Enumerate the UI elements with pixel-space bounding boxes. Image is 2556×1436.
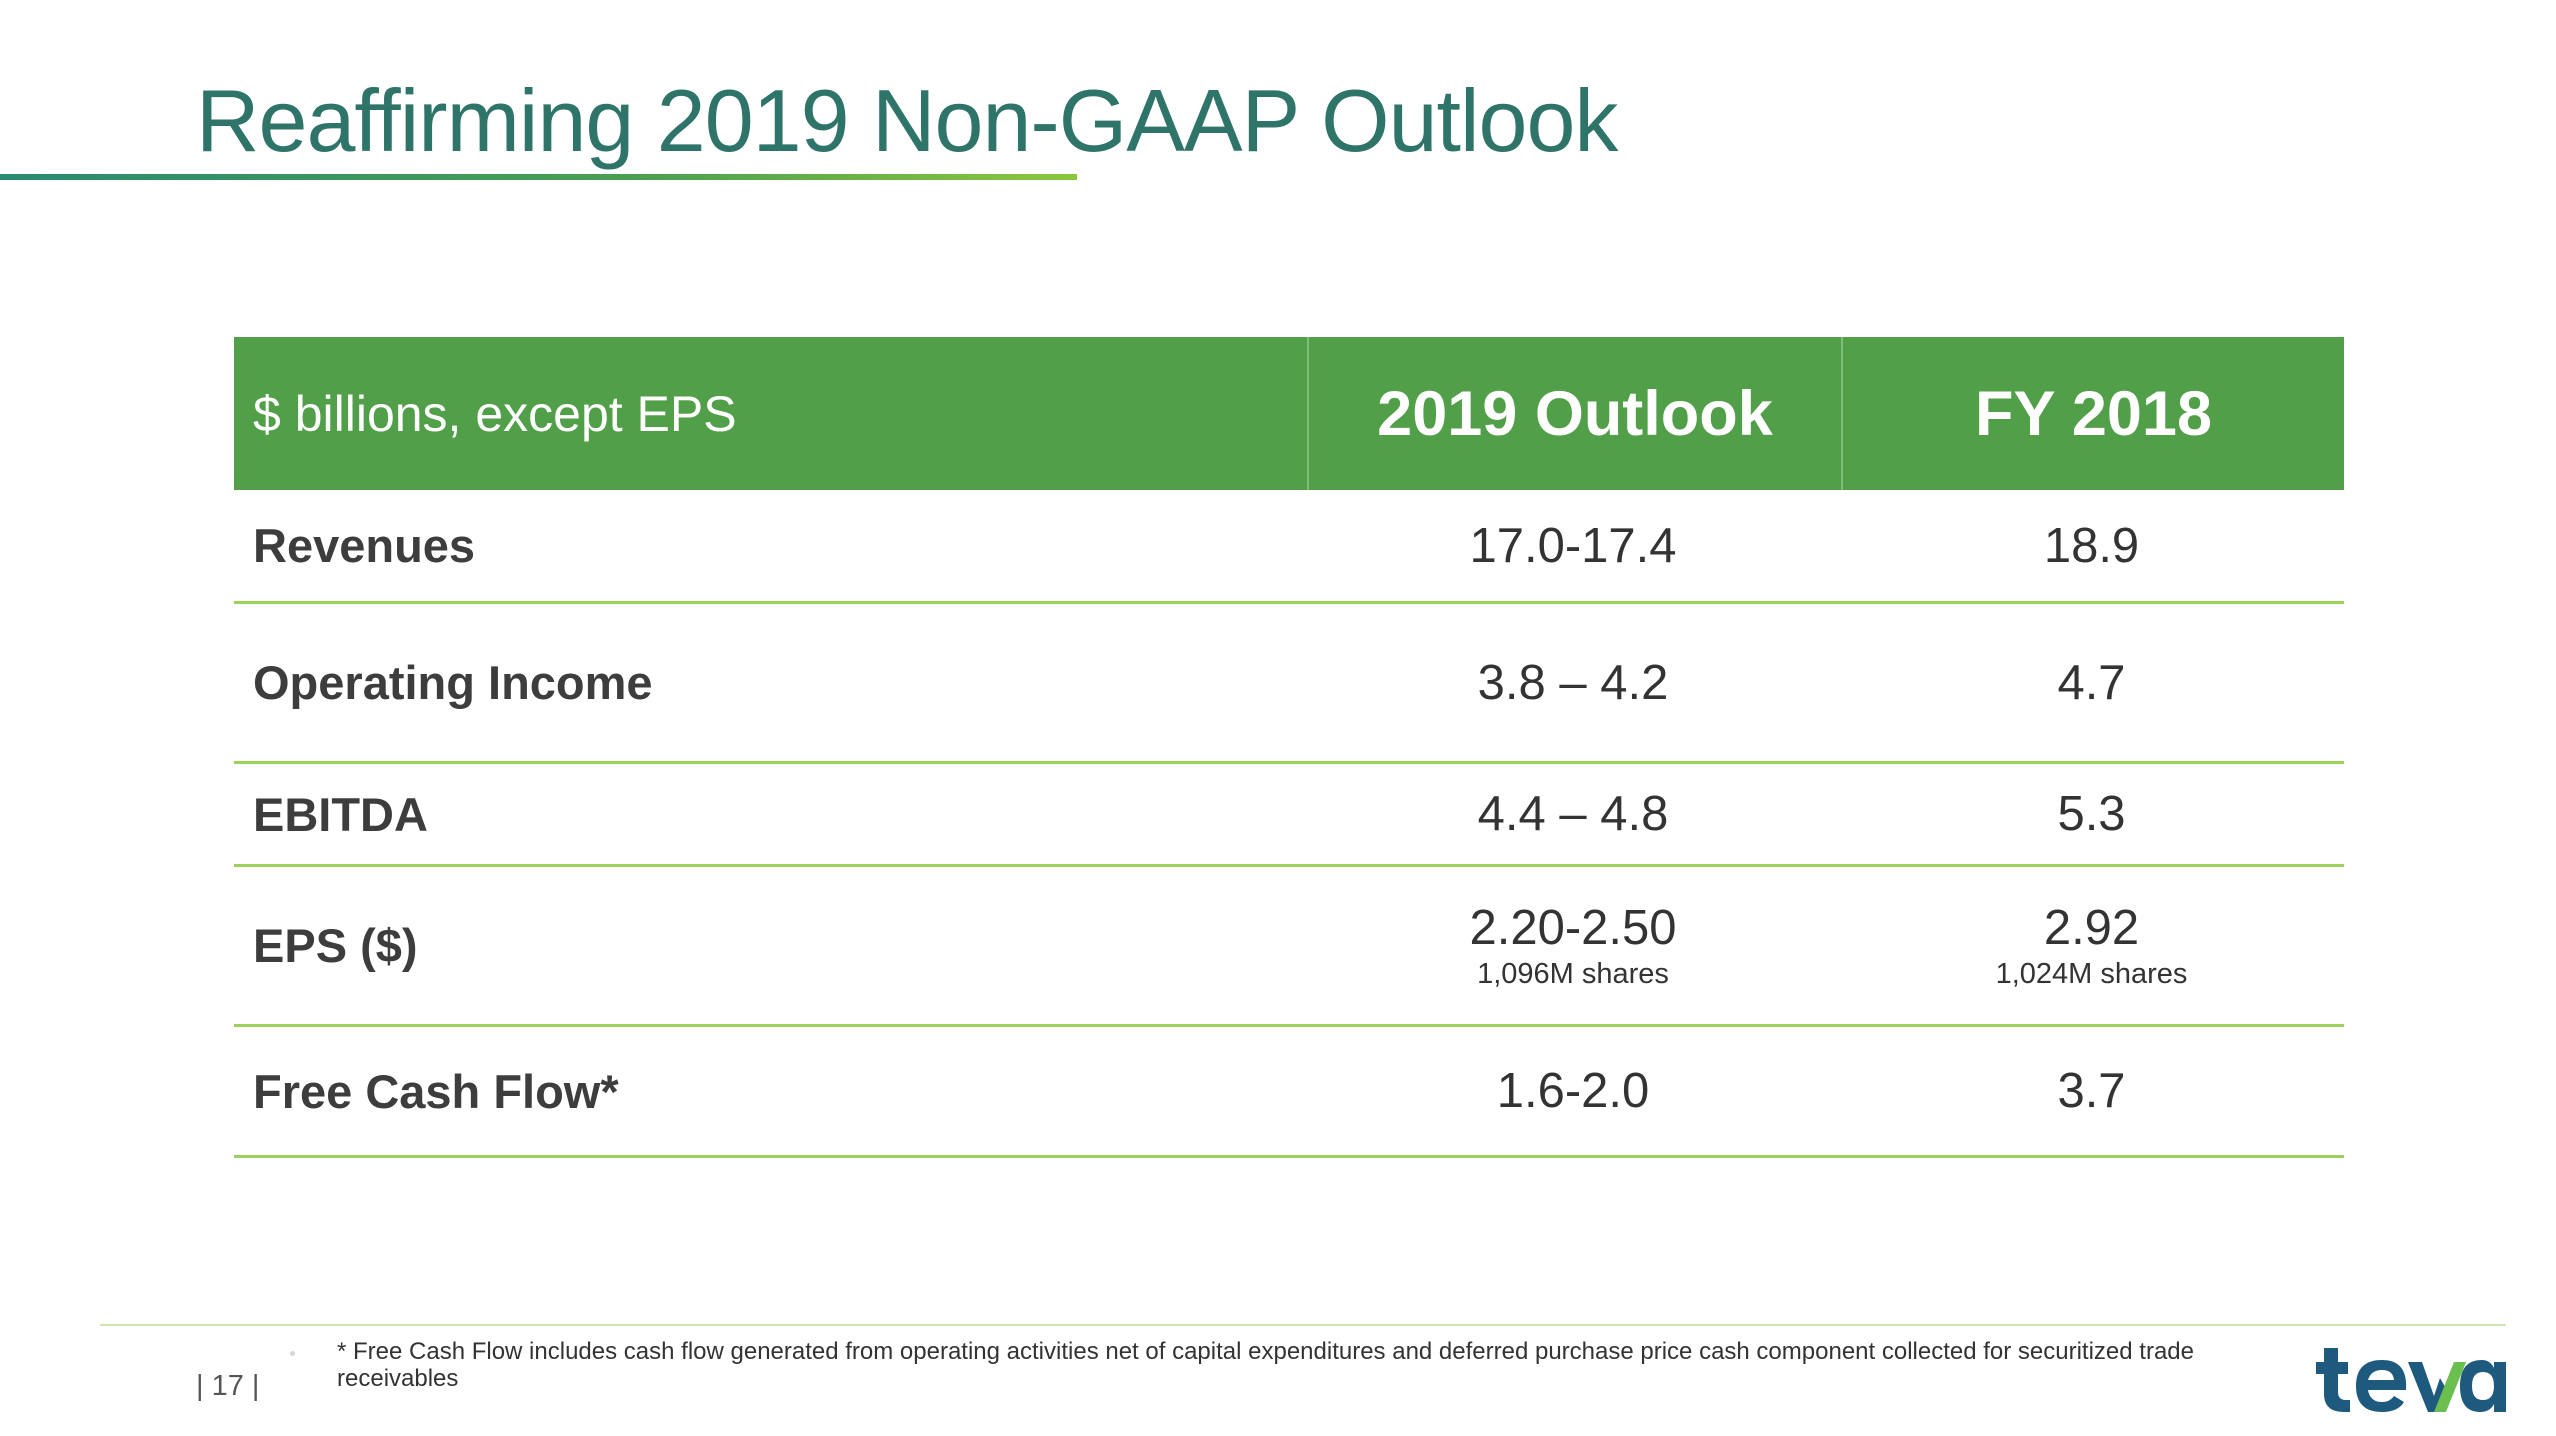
page-number: | 17 |: [196, 1370, 260, 1402]
footnote: * Free Cash Flow includes cash flow gene…: [337, 1338, 2194, 1392]
table-row-eps: EPS ($) 2.20-2.50 1,096M shares 2.92 1,0…: [234, 867, 2344, 1027]
table-row-ebitda: EBITDA 4.4 – 4.8 5.3: [234, 764, 2344, 867]
fy-value-text: 4.7: [2057, 655, 2126, 710]
outlook-value: 2.20-2.50 1,096M shares: [1307, 867, 1839, 1024]
outlook-value-text: 1.6-2.0: [1496, 1064, 1650, 1118]
teva-logo: [2316, 1340, 2506, 1425]
table-header: $ billions, except EPS 2019 Outlook FY 2…: [234, 337, 2344, 490]
fy-shares-note: 1,024M shares: [1995, 958, 2188, 990]
outlook-value-text: 17.0-17.4: [1469, 518, 1677, 573]
outlook-value: 4.4 – 4.8: [1307, 764, 1839, 864]
header-fy-2018: FY 2018: [1841, 337, 2344, 490]
row-label: Operating Income: [253, 656, 653, 709]
outlook-shares-note: 1,096M shares: [1477, 958, 1669, 990]
outlook-value-text: 3.8 – 4.2: [1477, 655, 1669, 710]
footer-divider: [100, 1324, 2506, 1326]
header-units-label: $ billions, except EPS: [253, 385, 737, 442]
row-label: Revenues: [253, 519, 476, 572]
outlook-value: 3.8 – 4.2: [1307, 604, 1839, 761]
fy-value-text: 5.3: [2057, 787, 2126, 841]
slide-title: Reaffirming 2019 Non-GAAP Outlook: [196, 71, 1618, 170]
fy-value: 5.3: [1839, 764, 2344, 864]
fy-value: 4.7: [1839, 604, 2344, 761]
fy-value-text: 3.7: [2057, 1064, 2126, 1118]
outlook-value: 1.6-2.0: [1307, 1027, 1839, 1155]
outlook-value-text: 2.20-2.50: [1469, 901, 1677, 955]
table-row-operating-income: Operating Income 3.8 – 4.2 4.7: [234, 604, 2344, 764]
fy-value-text: 2.92: [2043, 901, 2140, 955]
fy-value-text: 18.9: [2043, 518, 2140, 573]
fy-value: 3.7: [1839, 1027, 2344, 1155]
row-label: EBITDA: [253, 787, 428, 841]
fy-value: 2.92 1,024M shares: [1839, 867, 2344, 1024]
teva-logo-icon: [2316, 1348, 2506, 1412]
header-2019-outlook: 2019 Outlook: [1307, 337, 1841, 490]
title-underline: [0, 174, 1077, 180]
outlook-value-text: 4.4 – 4.8: [1477, 787, 1669, 841]
outlook-table: $ billions, except EPS 2019 Outlook FY 2…: [234, 337, 2344, 1158]
fy-value: 18.9: [1839, 490, 2344, 601]
table-row-revenues: Revenues 17.0-17.4 18.9: [234, 490, 2344, 604]
bullet-dot: [290, 1351, 295, 1356]
row-label: EPS ($): [253, 919, 418, 972]
outlook-value: 17.0-17.4: [1307, 490, 1839, 601]
row-label: Free Cash Flow*: [253, 1064, 619, 1118]
table-row-free-cash-flow: Free Cash Flow* 1.6-2.0 3.7: [234, 1027, 2344, 1158]
